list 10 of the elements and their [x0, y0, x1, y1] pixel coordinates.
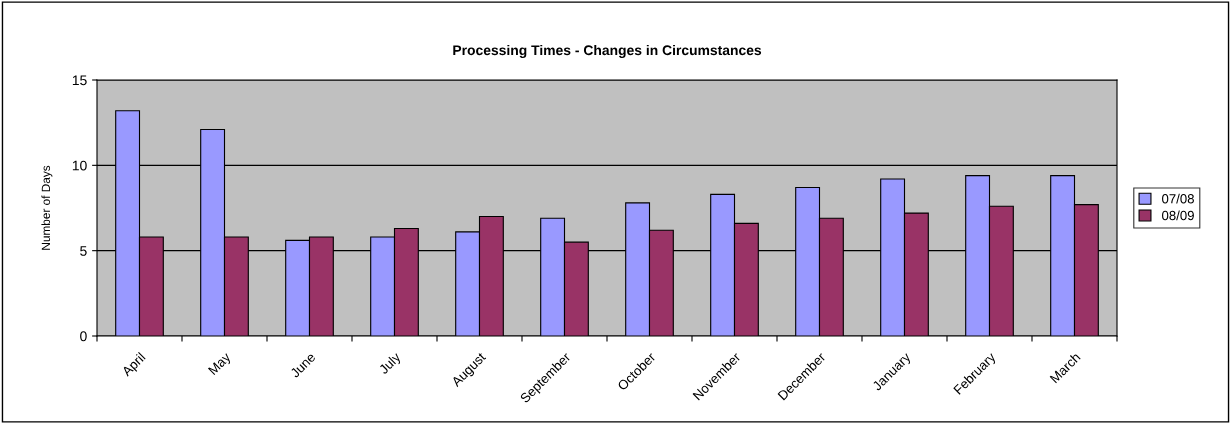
x-tick-label: July	[378, 351, 404, 377]
y-tick-label: 10	[72, 160, 87, 171]
x-tick-label: May	[207, 351, 234, 377]
y-tick-label: 0	[80, 331, 87, 342]
y-axis-title: Number of Days	[41, 165, 53, 250]
y-tick-label: 5	[80, 246, 87, 256]
chart-title: Processing Times - Changes in Circumstances	[453, 44, 762, 58]
legend-label: 07/08	[1162, 193, 1194, 204]
y-tick-label: 15	[72, 75, 87, 86]
legend-label: 08/09	[1162, 210, 1194, 221]
